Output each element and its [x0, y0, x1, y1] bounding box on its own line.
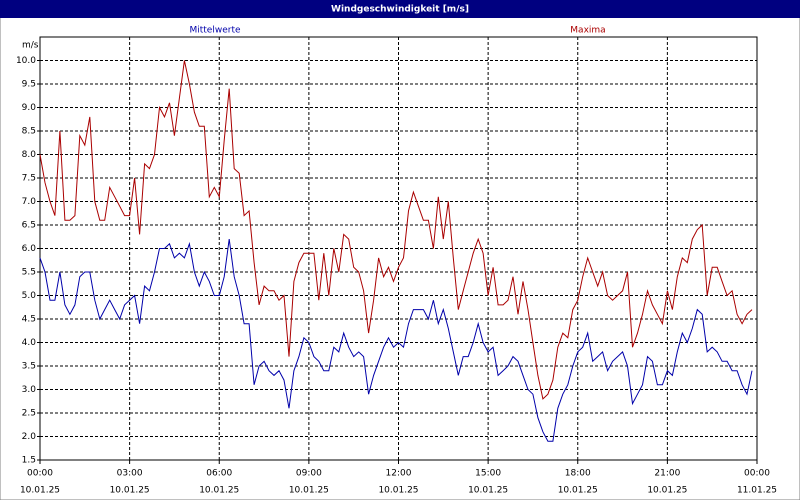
- x-tick-label: 00:00: [27, 469, 53, 479]
- x-tick-label: 18:00: [565, 469, 591, 479]
- y-tick-label: 5.5: [22, 268, 36, 278]
- x-tick-date: 10.01.25: [558, 486, 598, 496]
- y-tick-label: 6.0: [22, 244, 37, 254]
- legend-label: Maxima: [570, 26, 605, 36]
- y-tick-label: 7.5: [22, 174, 36, 184]
- legend-label: Mittelwerte: [189, 26, 240, 36]
- x-tick-label: 00:00: [744, 469, 770, 479]
- y-tick-label: 8.5: [22, 127, 36, 137]
- y-tick-label: 8.0: [22, 150, 37, 160]
- y-tick-label: 7.0: [22, 197, 37, 207]
- x-tick-date: 10.01.25: [20, 486, 60, 496]
- y-tick-label: 3.0: [22, 385, 37, 395]
- x-tick-date: 10.01.25: [289, 486, 329, 496]
- y-tick-label: 2.5: [22, 409, 36, 419]
- x-tick-date: 10.01.25: [199, 486, 239, 496]
- y-tick-label: 4.0: [22, 338, 37, 348]
- x-tick-label: 12:00: [386, 469, 412, 479]
- x-tick-date: 11.01.25: [737, 486, 777, 496]
- x-tick-label: 21:00: [654, 469, 680, 479]
- x-tick-label: 06:00: [206, 469, 232, 479]
- y-tick-label: 9.5: [22, 80, 36, 90]
- x-tick-label: 03:00: [117, 469, 143, 479]
- chart-title: Windgeschwindigkeit [m/s]: [331, 5, 469, 15]
- plot-border: [39, 36, 758, 461]
- y-tick-label: 4.5: [22, 315, 36, 325]
- x-tick-date: 10.01.25: [110, 486, 150, 496]
- x-tick-label: 09:00: [296, 469, 322, 479]
- y-tick-label: 1.5: [22, 456, 36, 466]
- y-tick-label: 5.0: [22, 291, 37, 301]
- y-tick-label: 2.0: [22, 432, 37, 442]
- x-tick-date: 10.01.25: [647, 486, 687, 496]
- x-tick-date: 10.01.25: [468, 486, 508, 496]
- title-bar: [0, 0, 800, 18]
- y-tick-label: 9.0: [22, 103, 37, 113]
- y-unit: m/s: [22, 41, 39, 51]
- y-tick-label: 3.5: [22, 362, 36, 372]
- x-tick-date: 10.01.25: [378, 486, 418, 496]
- data-line: [39, 60, 753, 400]
- y-tick-label: 6.5: [22, 221, 36, 231]
- x-tick-label: 15:00: [475, 469, 501, 479]
- y-tick-label: 10.0: [16, 56, 36, 66]
- data-line: [39, 239, 753, 442]
